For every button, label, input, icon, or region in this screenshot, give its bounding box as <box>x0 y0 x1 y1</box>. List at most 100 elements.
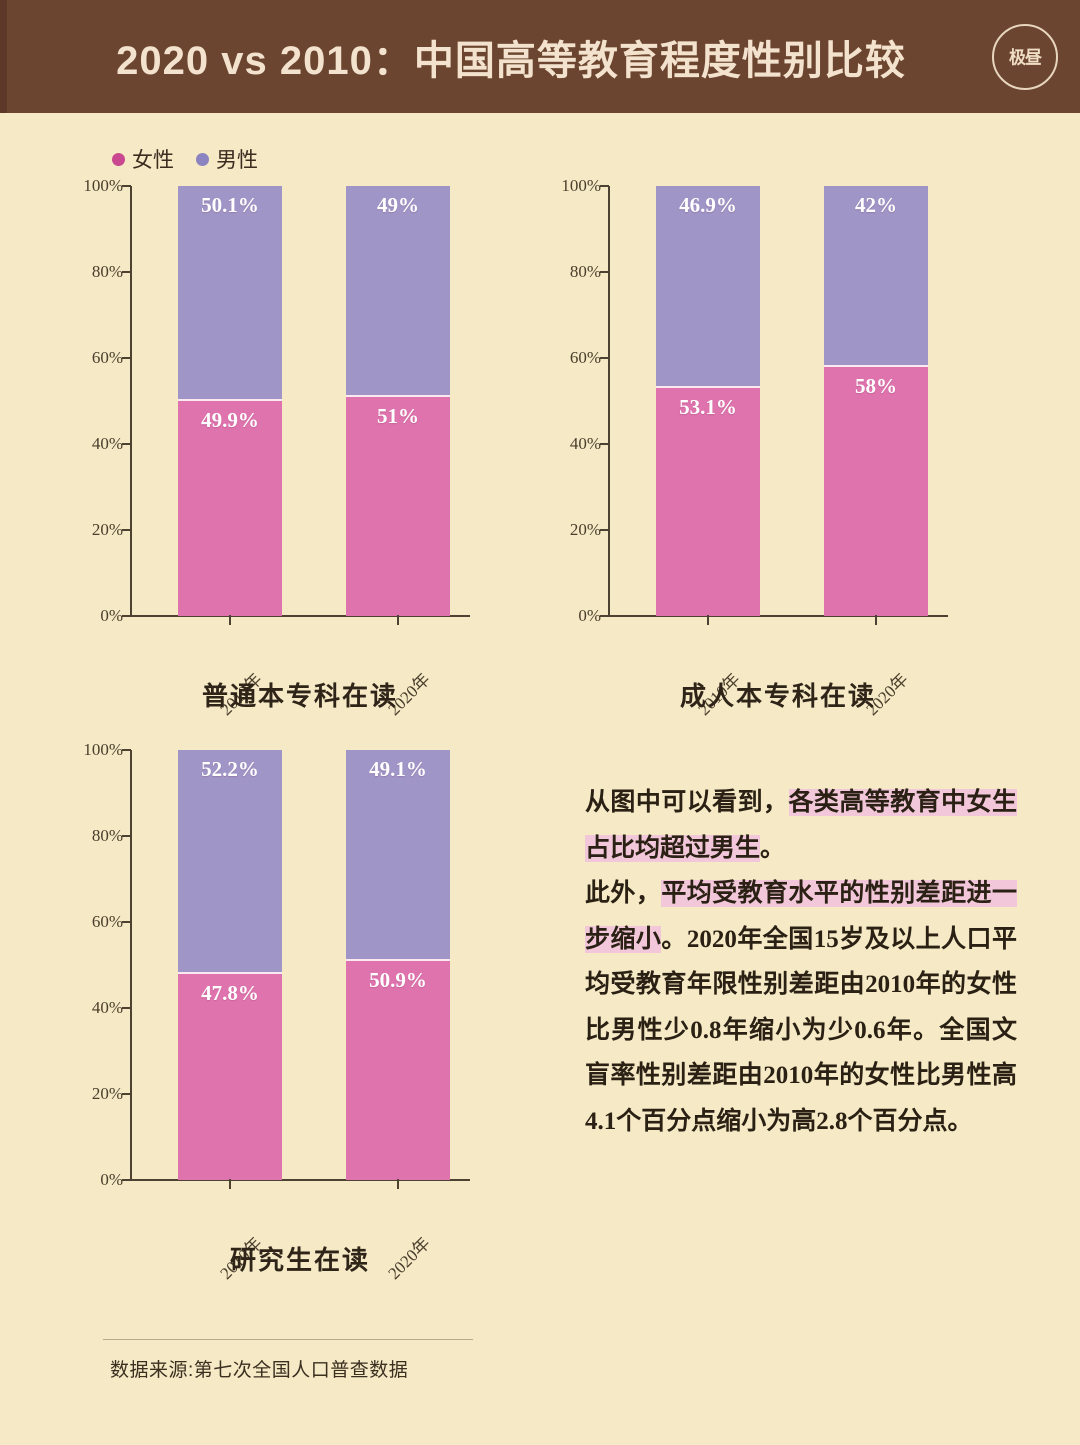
stacked-bar[interactable]: 49.1% 50.9% <box>346 750 450 1180</box>
bars-area: 46.9% 53.1% 42% 58% <box>610 186 948 616</box>
bar-value-label-female: 58% <box>855 373 897 398</box>
y-axis-tick-label: 80% <box>91 826 123 845</box>
x-axis-tick <box>707 615 709 625</box>
y-axis-tick <box>122 271 131 273</box>
footer-divider <box>103 1339 473 1340</box>
bar-value-label-female: 49.9% <box>201 408 259 433</box>
y-axis-tick-label: 60% <box>91 348 123 367</box>
commentary-run: 。2020年全国15岁及以上人口平均受教育年限性别差距由2010年的女性比男性少… <box>585 925 1017 1135</box>
y-axis-tick <box>122 615 131 617</box>
stacked-bar[interactable]: 46.9% 53.1% <box>656 186 760 616</box>
y-axis-tick <box>600 271 609 273</box>
y-axis-tick <box>600 357 609 359</box>
bar-segment-male[interactable]: 49.1% <box>346 750 450 962</box>
y-axis-line <box>608 186 610 616</box>
y-axis-tick-label: 60% <box>91 912 123 931</box>
bar-segment-male[interactable]: 46.9% <box>656 186 760 388</box>
page-title: 2020 vs 2010：中国高等教育程度性别比较 <box>116 38 906 83</box>
chart-title: 研究生在读 <box>229 1245 370 1275</box>
x-axis-tick <box>229 615 231 625</box>
x-axis-tick <box>397 1179 399 1189</box>
chart-chengren-benzhuanke: 0% 20% 40% 60% 80% 100% 46.9% 53.1% 42% 58% 2010年 2… <box>561 176 988 746</box>
bar-segment-female[interactable]: 49.9% <box>178 401 282 616</box>
y-axis-tick <box>122 1179 131 1181</box>
bars-area: 52.2% 47.8% 49.1% 50.9% <box>132 750 470 1180</box>
y-axis-tick-label: 0% <box>578 606 601 625</box>
y-axis-tick-label: 20% <box>91 1084 123 1103</box>
bar-value-label-male: 52.2% <box>201 757 259 781</box>
legend-dot-female-icon <box>112 152 125 166</box>
y-axis-tick-label: 100% <box>83 176 123 195</box>
x-axis-line <box>130 1179 470 1181</box>
y-axis-tick-label: 40% <box>91 434 123 453</box>
commentary-run: 。 <box>760 834 786 862</box>
y-axis-tick <box>122 185 131 187</box>
bar-segment-male[interactable]: 49% <box>346 186 450 397</box>
y-axis-tick-label: 0% <box>100 1170 123 1189</box>
commentary-run: 此外， <box>585 880 662 907</box>
x-axis-line <box>608 615 948 617</box>
y-axis-tick <box>122 921 131 923</box>
bar-segment-male[interactable]: 52.2% <box>178 750 282 975</box>
bar-value-label-male: 42% <box>855 193 897 217</box>
stacked-bar[interactable]: 52.2% 47.8% <box>178 750 282 1180</box>
y-axis-tick <box>122 1007 131 1009</box>
bar-segment-female[interactable]: 53.1% <box>656 387 760 616</box>
y-axis-tick <box>600 529 609 531</box>
bar-segment-female[interactable]: 50.9% <box>346 961 450 1180</box>
y-axis-tick <box>122 835 131 837</box>
commentary-paragraph-2: 此外，平均受教育水平的性别差距进一步缩小。2020年全国15岁及以上人口平均受教… <box>585 871 1017 1144</box>
brand-logo-badge: 极昼 <box>992 24 1058 90</box>
y-axis-tick <box>122 357 131 359</box>
bar-value-label-female: 53.1% <box>679 394 737 419</box>
bar-value-label-male: 50.1% <box>201 193 259 217</box>
y-axis-tick-label: 40% <box>91 998 123 1017</box>
y-axis-tick <box>122 749 131 751</box>
legend-dot-male-icon <box>196 152 209 166</box>
bar-value-label-female: 51% <box>377 403 419 428</box>
bar-value-label-female: 50.9% <box>369 968 427 993</box>
y-axis-tick-label: 80% <box>569 262 601 281</box>
y-axis-tick-label: 20% <box>569 520 601 539</box>
data-source-note: 数据来源:第七次全国人口普查数据 <box>110 1360 409 1381</box>
bar-segment-male[interactable]: 42% <box>824 186 928 367</box>
legend-item-male: 男性 <box>196 144 258 174</box>
stacked-bar[interactable]: 42% 58% <box>824 186 928 616</box>
x-axis-tick <box>875 615 877 625</box>
chart-legend: 女性 男性 <box>112 144 258 174</box>
bar-segment-male[interactable]: 50.1% <box>178 186 282 402</box>
chart-yanjiusheng: 0% 20% 40% 60% 80% 100% 52.2% 47.8% 49.1% 50.9% 20… <box>83 740 510 1310</box>
y-axis-tick-label: 0% <box>100 606 123 625</box>
bar-segment-female[interactable]: 58% <box>824 366 928 616</box>
y-axis-line <box>130 186 132 616</box>
stacked-bar[interactable]: 50.1% 49.9% <box>178 186 282 616</box>
brand-logo-text: 极昼 <box>1009 47 1042 67</box>
bar-value-label-female: 47.8% <box>201 981 259 1006</box>
y-axis-tick-label: 60% <box>569 348 601 367</box>
y-axis-tick <box>122 1093 131 1095</box>
bar-value-label-male: 46.9% <box>679 193 737 217</box>
header-left-edge <box>0 0 7 113</box>
stacked-bar[interactable]: 49% 51% <box>346 186 450 616</box>
y-axis-tick <box>122 443 131 445</box>
y-axis-tick <box>600 443 609 445</box>
y-axis-tick-label: 100% <box>561 176 601 195</box>
y-axis-tick-label: 100% <box>83 740 123 759</box>
bar-segment-female[interactable]: 51% <box>346 396 450 616</box>
bar-value-label-male: 49% <box>377 193 419 217</box>
y-axis-tick-label: 20% <box>91 520 123 539</box>
bar-value-label-male: 49.1% <box>369 757 427 781</box>
x-axis-tick <box>229 1179 231 1189</box>
y-axis-tick <box>600 185 609 187</box>
legend-item-female: 女性 <box>112 144 174 174</box>
chart-title: 成人本专科在读 <box>679 681 876 711</box>
commentary-paragraph-1: 从图中可以看到，各类高等教育中女生占比均超过男生。 <box>585 780 1017 871</box>
y-axis-tick-label: 40% <box>569 434 601 453</box>
commentary-text: 从图中可以看到，各类高等教育中女生占比均超过男生。 此外，平均受教育水平的性别差… <box>585 780 1017 1144</box>
page-header: 2020 vs 2010：中国高等教育程度性别比较 极昼 <box>0 0 1080 113</box>
y-axis-line <box>130 750 132 1180</box>
bar-segment-female[interactable]: 47.8% <box>178 974 282 1180</box>
y-axis-tick <box>600 615 609 617</box>
y-axis-tick <box>122 529 131 531</box>
x-axis-line <box>130 615 470 617</box>
